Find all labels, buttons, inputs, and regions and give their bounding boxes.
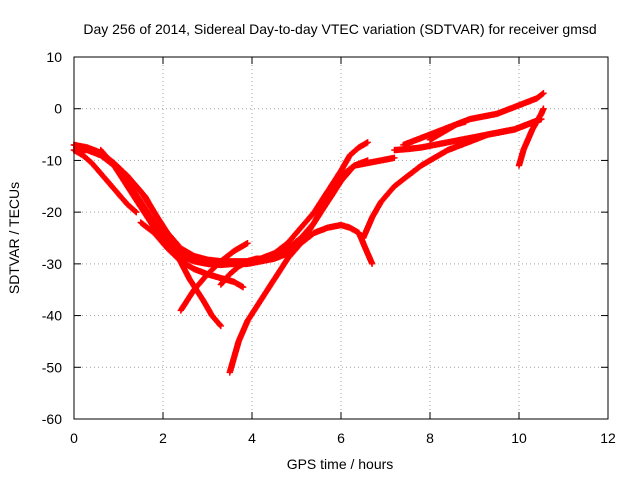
series-track-11 — [391, 115, 545, 154]
data-track — [178, 240, 250, 313]
data-track — [218, 255, 268, 287]
y-axis-label: SDTVAR / TECUs — [6, 182, 22, 294]
y-tick-label: -10 — [42, 152, 62, 168]
data-track — [427, 118, 468, 143]
data-track — [72, 142, 224, 329]
x-axis-label: GPS time / hours — [287, 456, 394, 472]
series-track-6 — [70, 141, 225, 330]
y-tick-label: -30 — [42, 256, 62, 272]
x-tick-label: 2 — [159, 430, 167, 446]
y-tick-label: 10 — [46, 49, 62, 65]
axis-ticks: -60 -50 -40 -30 -20 -10 0 10 0 2 4 6 8 10 12 — [42, 49, 616, 446]
series-track-7 — [177, 239, 251, 314]
x-tick-label: 8 — [426, 430, 434, 446]
data-track — [226, 222, 375, 375]
y-tick-label: -60 — [42, 411, 62, 427]
data-track — [98, 147, 397, 268]
data-track — [516, 106, 547, 168]
x-tick-label: 0 — [70, 430, 78, 446]
chart-title: Day 256 of 2014, Sidereal Day-to-day VTE… — [83, 21, 596, 37]
series-track-10 — [360, 115, 545, 242]
x-tick-label: 4 — [248, 430, 256, 446]
y-tick-label: -50 — [42, 359, 62, 375]
data-track — [71, 147, 139, 215]
series-track-9 — [226, 221, 376, 376]
series-track-4 — [70, 146, 140, 216]
series-track-14 — [515, 105, 547, 169]
series-track-3 — [97, 146, 398, 268]
data-track — [360, 116, 544, 241]
grid — [74, 57, 608, 419]
series-track-8 — [217, 255, 269, 288]
data-track — [392, 116, 544, 154]
y-tick-label: 0 — [54, 101, 62, 117]
x-tick-label: 12 — [600, 430, 616, 446]
y-tick-label: -40 — [42, 308, 62, 324]
x-tick-label: 6 — [337, 430, 345, 446]
y-tick-label: -20 — [42, 204, 62, 220]
series-track-13 — [426, 118, 469, 143]
x-tick-label: 10 — [511, 430, 527, 446]
data-series — [70, 90, 547, 376]
